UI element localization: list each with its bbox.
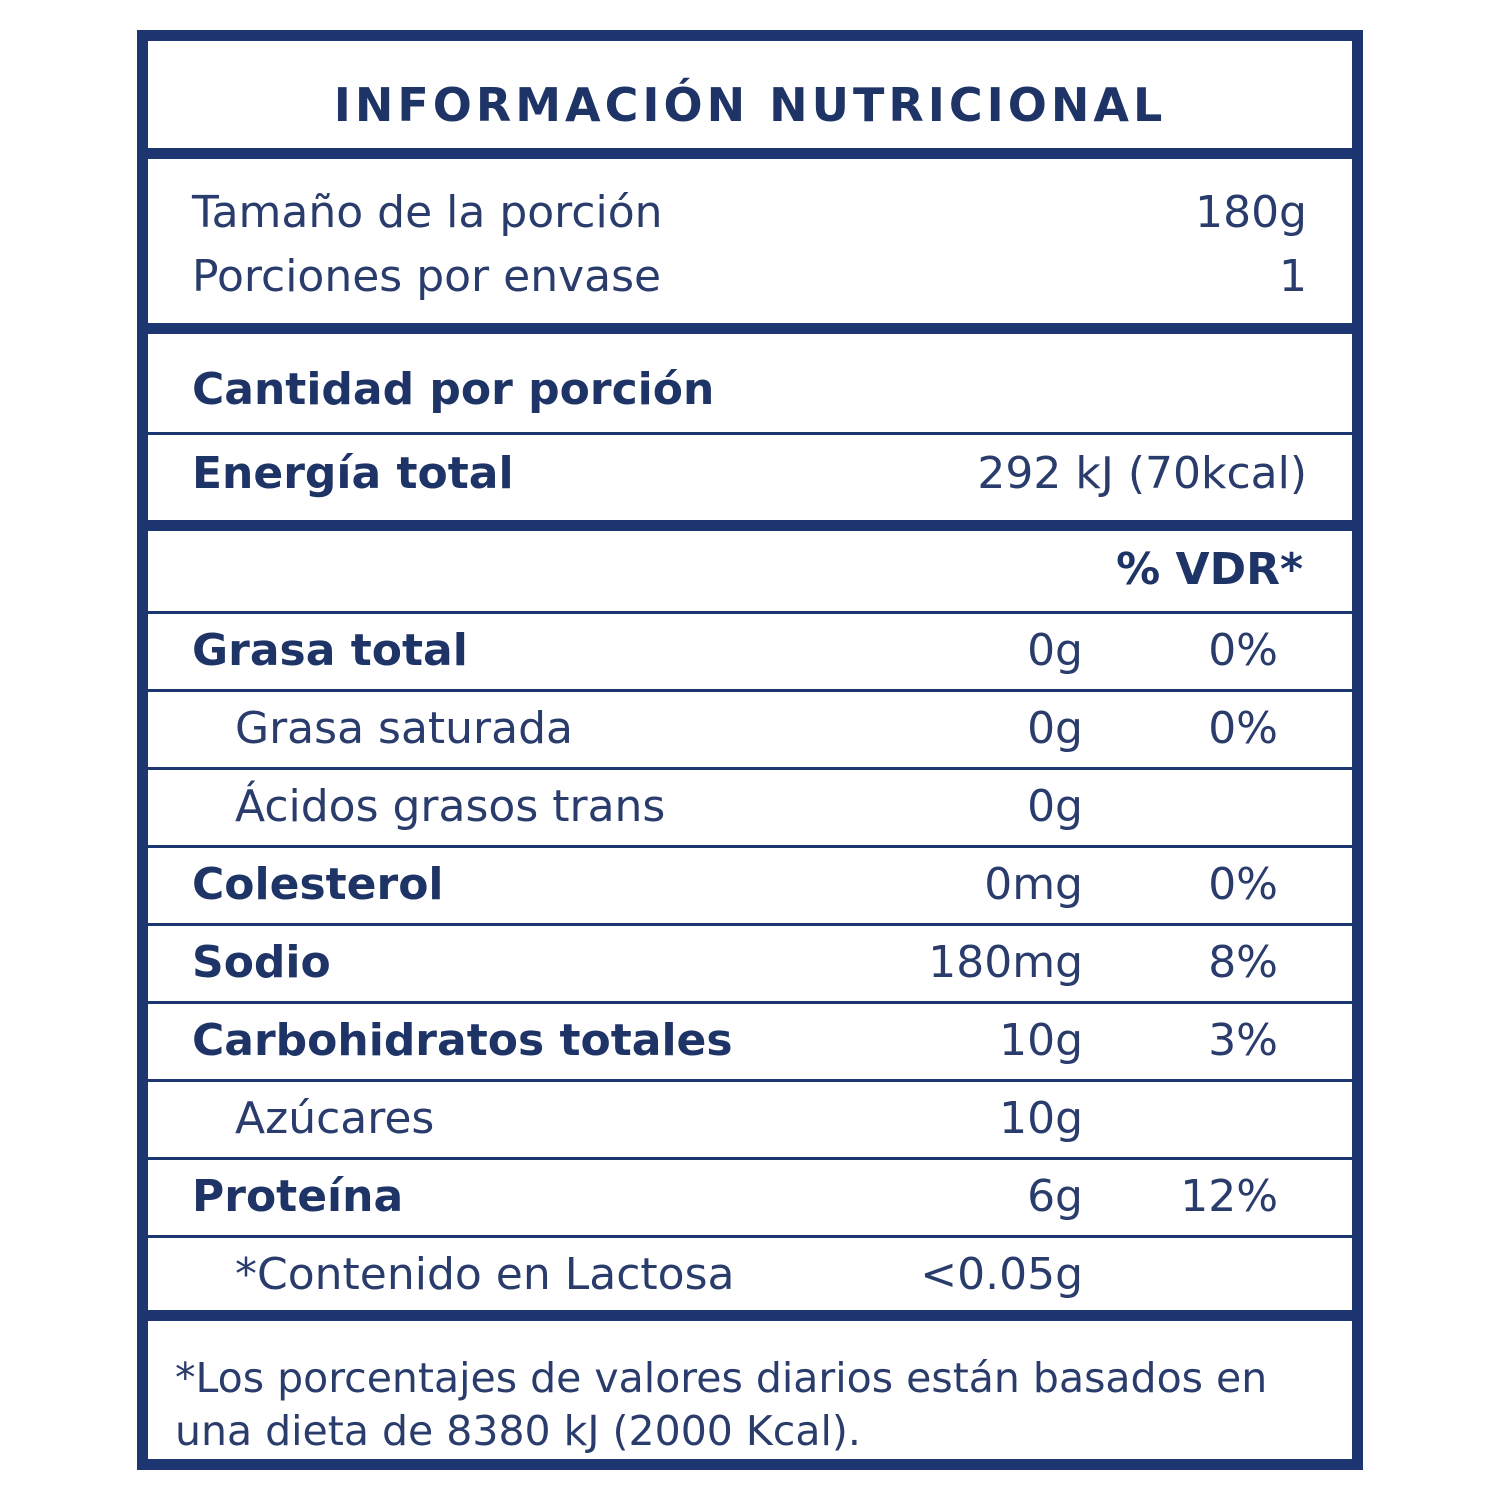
amount-header: Cantidad por porción	[192, 364, 715, 415]
nutrient-amount: 10g	[999, 1015, 1083, 1066]
nutrient-name: Azúcares	[235, 1093, 435, 1144]
separator	[148, 767, 1352, 770]
separator	[148, 1079, 1352, 1082]
serving-value: 180g	[1195, 187, 1307, 238]
nutrient-dv: 3%	[1208, 1015, 1278, 1066]
nutrient-dv: 0%	[1208, 859, 1278, 910]
separator	[148, 1001, 1352, 1004]
footnote: *Los porcentajes de valores diarios está…	[175, 1354, 1268, 1455]
nutrient-name: *Contenido en Lactosa	[235, 1249, 735, 1300]
nutrient-name: Proteína	[192, 1171, 404, 1222]
nutrient-dv: 0%	[1208, 625, 1278, 676]
nutrient-amount: 180mg	[928, 937, 1083, 988]
nutrient-dv: 0%	[1208, 703, 1278, 754]
nutrient-amount: 0g	[1027, 703, 1083, 754]
separator	[148, 520, 1352, 531]
nutrient-dv: 8%	[1208, 937, 1278, 988]
separator	[148, 1310, 1352, 1321]
nutrient-dv: 12%	[1180, 1171, 1278, 1222]
separator	[148, 1235, 1352, 1238]
serving-label: Tamaño de la porción	[192, 187, 663, 238]
separator	[148, 923, 1352, 926]
nutrient-amount: 0mg	[984, 859, 1083, 910]
energy-label: Energía total	[192, 448, 514, 499]
nutrient-name: Ácidos grasos trans	[235, 781, 666, 832]
nutrient-amount: <0.05g	[920, 1249, 1083, 1300]
serving-label: Porciones por envase	[192, 251, 662, 302]
separator	[148, 689, 1352, 692]
nutrient-amount: 0g	[1027, 625, 1083, 676]
nutrient-amount: 6g	[1027, 1171, 1083, 1222]
separator	[148, 845, 1352, 848]
energy-value: 292 kJ (70kcal)	[977, 448, 1307, 499]
nutrient-name: Colesterol	[192, 859, 444, 910]
nutrient-name: Grasa total	[192, 625, 468, 676]
nutrient-amount: 10g	[999, 1093, 1083, 1144]
separator	[148, 323, 1352, 334]
dv-header: % VDR*	[1116, 544, 1303, 595]
separator	[148, 148, 1352, 159]
title: INFORMACIÓN NUTRICIONAL	[333, 78, 1167, 132]
separator	[148, 432, 1352, 435]
separator	[148, 611, 1352, 614]
nutrient-name: Carbohidratos totales	[192, 1015, 733, 1066]
serving-value: 1	[1279, 251, 1307, 302]
separator	[148, 1157, 1352, 1160]
nutrient-name: Sodio	[192, 937, 331, 988]
nutrition-label: INFORMACIÓN NUTRICIONAL Cantidad por por…	[137, 30, 1363, 1470]
nutrient-amount: 0g	[1027, 781, 1083, 832]
nutrient-name: Grasa saturada	[235, 703, 573, 754]
